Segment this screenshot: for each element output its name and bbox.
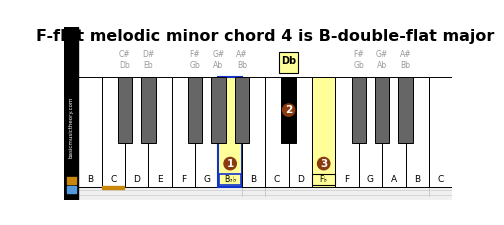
Text: Bb: Bb	[237, 61, 247, 70]
Bar	[351, 77, 366, 143]
Text: E: E	[157, 175, 163, 184]
Bar	[65, 27, 78, 200]
Bar	[211, 77, 226, 143]
Text: C: C	[110, 175, 116, 184]
Bar	[101, 77, 125, 187]
Bar	[406, 77, 429, 187]
Bar	[117, 77, 132, 143]
Text: F-flat melodic minor chord 4 is B-double-flat major: F-flat melodic minor chord 4 is B-double…	[36, 29, 494, 44]
Bar	[78, 77, 101, 187]
Text: C: C	[274, 175, 280, 184]
Text: F: F	[181, 175, 186, 184]
Text: D#: D#	[142, 50, 154, 59]
Text: G#: G#	[376, 50, 388, 59]
Text: Db: Db	[281, 56, 296, 66]
Bar	[219, 174, 241, 185]
Text: D: D	[297, 175, 304, 184]
Bar	[312, 174, 335, 185]
Bar	[234, 77, 249, 143]
Text: B: B	[87, 175, 93, 184]
Bar	[218, 77, 242, 187]
Text: 3: 3	[320, 159, 327, 169]
Text: C: C	[437, 175, 444, 184]
Bar	[188, 77, 202, 143]
Bar	[382, 77, 406, 187]
Bar	[398, 77, 413, 143]
Circle shape	[282, 104, 295, 116]
Bar	[312, 77, 335, 187]
Text: Gb: Gb	[190, 61, 201, 70]
Text: C#: C#	[119, 50, 131, 59]
Bar	[148, 77, 172, 187]
Text: Ab: Ab	[213, 61, 223, 70]
Bar	[67, 177, 76, 184]
Text: Db: Db	[119, 61, 130, 70]
Text: A#: A#	[236, 50, 247, 59]
Text: Gb: Gb	[353, 61, 364, 70]
Text: F♭: F♭	[320, 175, 328, 184]
Bar	[279, 52, 298, 73]
Bar	[141, 77, 156, 143]
Text: 2: 2	[285, 105, 292, 115]
Text: A: A	[391, 175, 397, 184]
Bar	[335, 77, 359, 187]
Text: 1: 1	[226, 159, 234, 169]
Text: F#: F#	[353, 50, 364, 59]
Text: G: G	[367, 175, 374, 184]
Circle shape	[224, 158, 236, 170]
Text: Bb: Bb	[401, 61, 411, 70]
Circle shape	[318, 158, 330, 170]
Bar	[429, 77, 452, 187]
Bar	[125, 77, 148, 187]
Text: B: B	[414, 175, 420, 184]
Text: basicmusictheory.com: basicmusictheory.com	[69, 96, 74, 158]
Text: D: D	[133, 175, 140, 184]
Bar	[172, 77, 195, 187]
Text: Eb: Eb	[144, 61, 153, 70]
Text: G: G	[203, 175, 210, 184]
Text: F: F	[345, 175, 350, 184]
Text: A#: A#	[400, 50, 411, 59]
Bar	[359, 77, 382, 187]
Bar	[289, 77, 312, 187]
Text: F#: F#	[190, 50, 201, 59]
Bar	[78, 187, 452, 200]
Bar	[242, 77, 265, 187]
Bar	[102, 186, 124, 189]
Text: B: B	[250, 175, 257, 184]
Bar	[281, 77, 296, 143]
Bar	[67, 186, 76, 193]
Text: Ab: Ab	[377, 61, 387, 70]
Text: G#: G#	[212, 50, 225, 59]
Bar	[265, 77, 289, 187]
Bar	[195, 77, 218, 187]
Bar	[375, 77, 390, 143]
Text: B♭♭: B♭♭	[224, 175, 236, 184]
